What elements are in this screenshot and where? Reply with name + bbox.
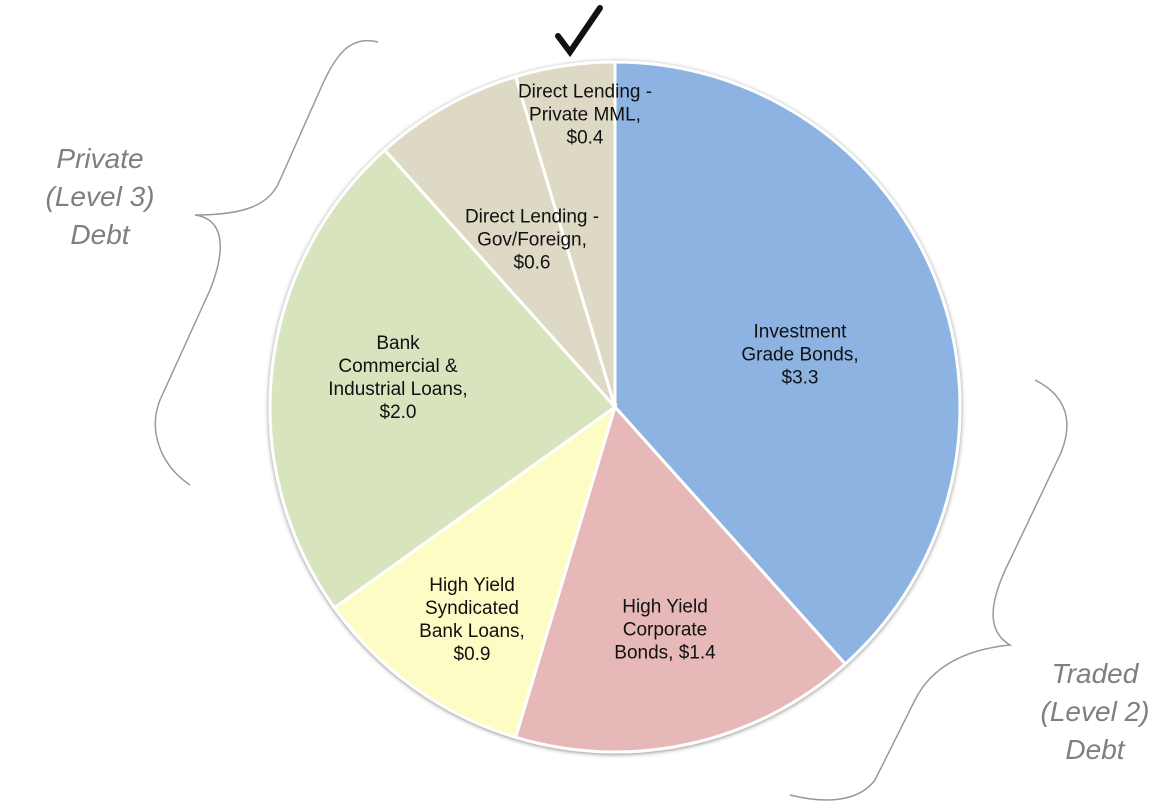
slice-label: Investment Grade Bonds, $3.3 (728, 321, 873, 390)
category-label: Investment Grade Bonds, (741, 321, 859, 366)
annotation: Traded (Level 2) Debt (1010, 655, 1176, 769)
checkmark (555, 5, 603, 58)
pie-slice (268, 147, 618, 610)
annotation: Private (Level 3) Debt (20, 140, 180, 254)
value-label: $0.9 (453, 644, 491, 665)
category-label: Bank Commercial & Industrial Loans, (328, 333, 468, 400)
value-label: $3.3 (781, 367, 819, 389)
category-label: Direct Lending - Gov/Foreign, (464, 206, 600, 251)
category-label: High Yield Corporate Bonds, (614, 596, 708, 664)
annotation-line: Private (56, 143, 144, 174)
slice-label: High Yield Syndicated Bank Loans, $0.9 (402, 574, 542, 666)
pie-slice (613, 60, 962, 667)
brace-private (154, 39, 379, 486)
pie (268, 60, 962, 754)
category-label: High Yield Syndicated Bank Loans, (419, 575, 525, 642)
annotation-line: Traded (1051, 658, 1139, 689)
slice-label: Direct Lending - Private MML, $0.4 (513, 81, 658, 150)
slice-label: Bank Commercial & Industrial Loans, $2.0 (328, 332, 468, 424)
pie-slice (382, 74, 617, 409)
brace-traded (789, 379, 1068, 801)
annotation-line: (Level 3) (45, 181, 155, 212)
pie-slice (332, 403, 618, 740)
category-label: Direct Lending - Private MML, (517, 81, 653, 126)
value-label: $1.4 (678, 642, 716, 664)
value-label: $2.0 (379, 402, 417, 423)
value-label: $0.4 (566, 127, 604, 149)
annotation-line: Debt (70, 219, 130, 250)
pie-slice (513, 60, 617, 408)
value-label: $0.6 (513, 252, 551, 274)
annotation-line: Debt (1065, 734, 1125, 765)
slice-label: Direct Lending - Gov/Foreign, $0.6 (460, 206, 605, 275)
slice-label: High Yield Corporate Bonds, $1.4 (595, 596, 735, 665)
annotation-line: (Level 2) (1040, 696, 1150, 727)
pie-slice (513, 404, 848, 754)
